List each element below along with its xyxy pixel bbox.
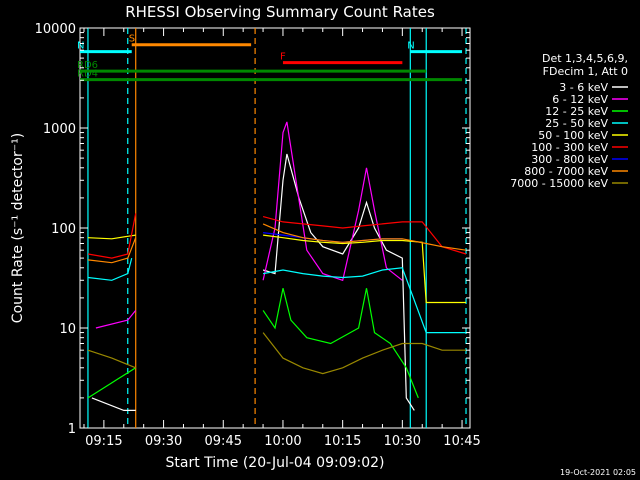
- chart-title: RHESSI Observing Summary Count Rates: [125, 3, 435, 21]
- x-axis-ticks: 09:15 09:30 09:45 10:00 10:15 10:30 10:45: [83, 28, 481, 449]
- y-axis-ticks: 1 10 100 1000 10000: [35, 22, 470, 437]
- legend-header: Det 1,3,4,5,6,9,: [542, 52, 628, 65]
- series-line: [87, 288, 419, 399]
- x-tick-label: 09:30: [145, 434, 182, 449]
- series-line: [87, 223, 467, 264]
- legend-entry-label: 300 - 800 keV: [531, 153, 608, 166]
- legend-entry-label: 12 - 25 keV: [545, 105, 608, 118]
- legend-entry-label: 7000 - 15000 keV: [510, 177, 608, 190]
- x-tick-label: 10:15: [324, 434, 361, 449]
- x-tick-label: 10:00: [264, 434, 301, 449]
- x-axis-label: Start Time (20-Jul-04 09:09:02): [165, 455, 384, 471]
- y-tick-label: 1: [68, 422, 76, 437]
- x-tick-label: 10:45: [443, 434, 480, 449]
- footer-date: 19-Oct-2021 02:05: [560, 468, 636, 477]
- flag-label: S: [129, 34, 135, 45]
- y-tick-label: 100: [51, 222, 76, 237]
- flag-label: N: [77, 41, 84, 52]
- legend: Det 1,3,4,5,6,9,FDecim 1, Att 0 3 - 6 keV…: [510, 52, 628, 190]
- y-tick-label: 10000: [35, 22, 76, 37]
- series-line: [87, 257, 466, 334]
- flag-label: RD4: [77, 69, 98, 80]
- series-line: [91, 153, 415, 411]
- legend-entry-label: 100 - 300 keV: [531, 141, 608, 154]
- y-tick-label: 1000: [43, 122, 76, 137]
- series-line: [95, 121, 403, 329]
- y-tick-label: 10: [59, 322, 76, 337]
- legend-entry-label: 800 - 7000 keV: [524, 165, 608, 178]
- flag-label: N: [407, 41, 414, 52]
- legend-entry-label: 6 - 12 keV: [552, 93, 608, 106]
- series-line: [87, 213, 467, 259]
- series-line: [87, 234, 466, 304]
- flag-label: F: [280, 52, 286, 63]
- legend-entry-label: 25 - 50 keV: [545, 117, 608, 130]
- x-tick-label: 09:15: [85, 434, 122, 449]
- flag-label: RD6: [77, 60, 98, 71]
- y-axis-label: Count Rate (s⁻¹ detector⁻¹): [10, 133, 26, 323]
- legend-header: FDecim 1, Att 0: [543, 65, 628, 78]
- x-tick-label: 09:45: [205, 434, 242, 449]
- series-line: [87, 332, 466, 375]
- x-tick-label: 10:30: [384, 434, 421, 449]
- series-lines: [87, 121, 467, 411]
- legend-entry-label: 3 - 6 keV: [559, 81, 608, 94]
- legend-entry-label: 50 - 100 keV: [538, 129, 608, 142]
